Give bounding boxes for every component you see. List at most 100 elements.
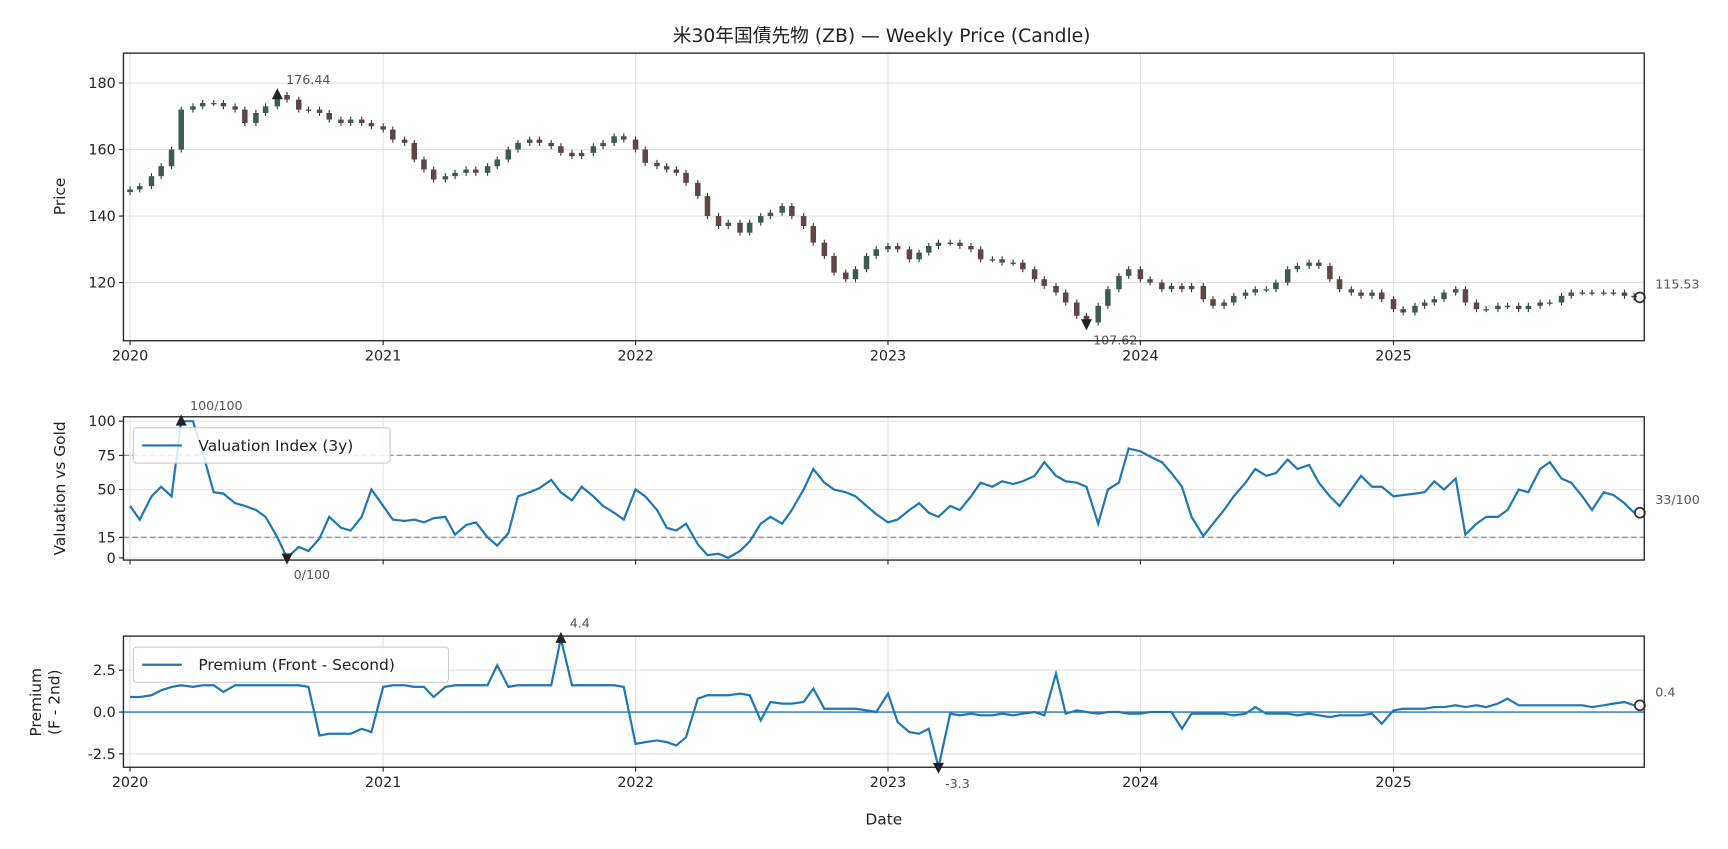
candle-body [1600, 292, 1607, 294]
y-tick-label: 100 [88, 414, 115, 430]
candle-body [926, 245, 932, 253]
candle-body [347, 119, 354, 123]
candle-body [1147, 279, 1153, 283]
candle-body [1041, 279, 1048, 286]
candle-body [1083, 315, 1090, 323]
candle-body [957, 242, 963, 246]
last-marker-icon [1633, 699, 1646, 712]
candle-body [463, 169, 469, 173]
candle-body [1263, 289, 1270, 291]
candle-body [1230, 295, 1237, 303]
candle-body [663, 166, 670, 170]
max-label: 176.44 [286, 72, 330, 87]
candle-body [199, 102, 206, 107]
candle-body [947, 242, 953, 244]
candle-body [1010, 262, 1016, 264]
candle-body [885, 245, 891, 250]
chart-title: 米30年国債先物 (ZB) — Weekly Price (Candle) [673, 26, 1091, 47]
candle-body [757, 216, 764, 223]
y-tick-label: -2.5 [88, 747, 116, 763]
max-marker-icon [555, 631, 567, 643]
axes-frame [122, 635, 1645, 768]
candle-body [1537, 302, 1543, 306]
legend-label: Valuation Index (3y) [198, 437, 353, 455]
candle-body [190, 106, 196, 110]
candle-body [1390, 299, 1397, 310]
candle-body [1188, 285, 1195, 290]
candle-body [368, 122, 375, 127]
last-marker-icon [1633, 506, 1646, 519]
candle-body [1462, 289, 1469, 303]
candle-body [536, 139, 543, 143]
candle-body [220, 102, 227, 107]
y-axis-label-valuation: Valuation vs Gold [51, 421, 69, 555]
candle-body [338, 119, 344, 123]
candle-body [1579, 292, 1586, 294]
candle-body [158, 166, 164, 177]
candle-body [821, 242, 828, 256]
candle-body [1137, 269, 1144, 280]
candle-body [1031, 269, 1038, 280]
x-tick-label: 2024 [1122, 349, 1158, 365]
candle-body [1168, 285, 1175, 290]
candle-body [1306, 262, 1312, 266]
candle-body [1558, 295, 1565, 303]
candle-body [1116, 275, 1122, 290]
candle-body [1378, 292, 1385, 300]
x-tick-label: 2023 [870, 775, 906, 791]
candle-body [1074, 302, 1080, 316]
x-axis-label: Date [865, 811, 902, 829]
candle-body [725, 222, 731, 227]
candle-body [1515, 305, 1522, 310]
min-label: 0/100 [294, 567, 330, 582]
candle-body [1610, 292, 1617, 294]
candle-body [1273, 282, 1279, 290]
y-tick-label: 50 [97, 482, 115, 498]
y-axis-label-price: Price [51, 178, 69, 216]
candle-body [989, 259, 996, 261]
candle-body [863, 255, 870, 270]
candle-body [210, 102, 217, 105]
series-line-premium [130, 638, 1635, 768]
candle-body [358, 119, 365, 123]
candle-body [1095, 305, 1101, 323]
candle-body [1473, 302, 1480, 310]
candle-body [578, 152, 585, 157]
candle-body [611, 136, 617, 143]
candle-body [127, 189, 133, 193]
y-tick-label: 160 [88, 143, 115, 159]
candle-body [1316, 262, 1322, 266]
candle-body [1441, 292, 1447, 300]
candle-body [999, 259, 1005, 263]
x-tick-label: 2024 [1122, 775, 1158, 791]
candle-body [1053, 285, 1059, 293]
last-label: 0.4 [1655, 685, 1675, 700]
candle-body [800, 216, 807, 227]
candle-body [558, 146, 564, 153]
candle-body [906, 249, 913, 260]
candle-body [1105, 289, 1111, 306]
candle-body [505, 149, 512, 160]
last-label: 33/100 [1655, 492, 1700, 507]
x-tick-label: 2025 [1375, 775, 1411, 791]
x-tick-label: 2022 [617, 349, 653, 365]
candle-body [590, 146, 597, 153]
candle-body [704, 196, 711, 217]
candle-body [262, 106, 269, 113]
candle-body [1358, 292, 1364, 296]
candle-body [232, 106, 238, 110]
candle-body [401, 139, 408, 143]
candle-body [1483, 309, 1489, 311]
candle-body [1525, 305, 1532, 310]
x-tick-label: 2020 [112, 349, 148, 365]
candle-body [442, 176, 449, 180]
candle-body [695, 182, 701, 197]
max-marker-icon [271, 88, 283, 100]
legend-box [132, 646, 450, 683]
candle-body [515, 142, 521, 150]
x-tick-label: 2021 [365, 775, 401, 791]
candle-body [1327, 265, 1333, 280]
y-tick-label: 75 [97, 448, 115, 464]
y-tick-label: 2.5 [93, 663, 116, 679]
